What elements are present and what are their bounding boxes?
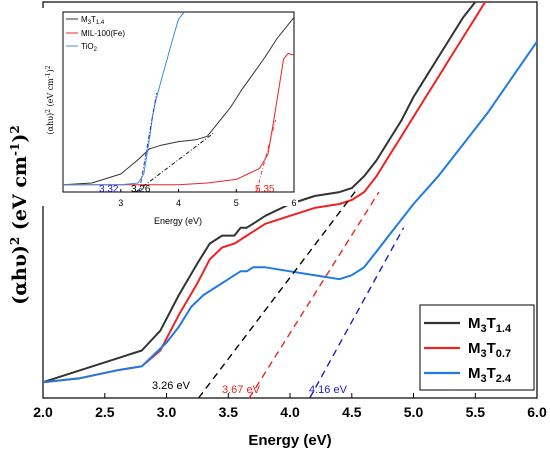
main-x-tick-label: 4.0: [280, 404, 300, 420]
inset-x-tick-label: 3: [118, 198, 123, 208]
main-series-line-m3t1.4: [42, 1, 477, 384]
inset-legend-label-m3t1.4: M3T1.4: [81, 15, 105, 26]
main-x-tick-label: 4.5: [342, 404, 362, 420]
main-x-ticks: 2.0 2.5 3.0 3.5 4.0 4.5 5.0 5.5 6.0: [33, 393, 547, 420]
inset-series-line-mil-100-fe-: [63, 52, 295, 186]
inset-intercept-mil100: 5.35: [255, 184, 275, 195]
main-x-tick-label: 6.0: [527, 404, 547, 420]
legend-label-m3t0.7: M3T0.7: [468, 340, 511, 360]
intercept-label-m3t1.4: 3.26 eV: [152, 380, 191, 392]
intercept-label-m3t2.4: 4.16 eV: [309, 384, 348, 396]
inset-x-axis-label: Energy (eV): [154, 216, 202, 226]
main-series-line-m3t2.4: [42, 41, 538, 384]
legend-label-m3t1.4: M3T1.4: [468, 315, 512, 335]
inset-intercept-m3t1.4: 3.26: [131, 184, 151, 195]
inset-tangent-group: [135, 92, 276, 193]
main-series-line-m3t0.7: [42, 1, 486, 384]
inset-tangent-line-3.32: [138, 92, 158, 193]
inset-legend: M3T1.4 MIL-100(Fe) TiO2: [66, 15, 125, 53]
inset-legend-label-mil100: MIL-100(Fe): [81, 29, 125, 38]
inset-series-line-m3t1.4: [62, 17, 295, 186]
main-tangent-line-4.16-ev: [309, 227, 405, 399]
main-tangent-line-3.26-ev: [198, 187, 359, 399]
inset-y-axis-label: (αhυ)2 (eV cm-1)2: [45, 65, 56, 134]
inset-series-line-tio2: [63, 11, 185, 186]
main-legend: M3T1.4 M3T0.7 M3T2.4: [419, 304, 535, 391]
inset-legend-label-tio2: TiO2: [81, 42, 98, 53]
inset-background: [40, 8, 298, 206]
main-y-axis-label: (αhυ)2 (eV cm-1)2: [8, 125, 31, 304]
main-x-tick-label: 2.5: [95, 404, 115, 420]
inset-tangent-line-3.26: [135, 132, 215, 193]
inset-intercept-tio2: 3.32: [99, 184, 119, 195]
inset-series-group: [62, 11, 295, 186]
intercept-label-m3t0.7: 3.67 eV: [222, 384, 261, 396]
main-x-axis-label: Energy (eV): [248, 432, 331, 449]
main-x-tick-label: 5.5: [466, 404, 486, 420]
inset-x-ticks: 3 4 5 6: [118, 189, 297, 208]
inset-tangent-line-5.35: [256, 119, 276, 193]
legend-label-m3t2.4: M3T2.4: [468, 365, 512, 385]
inset-x-tick-label: 6: [291, 198, 296, 208]
main-x-tick-label: 3.5: [219, 404, 239, 420]
main-series-group: [42, 1, 538, 384]
main-tangent-line-3.67-ev: [248, 191, 380, 399]
main-x-tick-label: 3.0: [157, 404, 177, 420]
inset-x-tick-label: 4: [176, 198, 181, 208]
inset-x-tick-label: 5: [234, 198, 239, 208]
main-x-tick-label: 2.0: [33, 404, 53, 420]
main-x-tick-label: 5.0: [404, 404, 424, 420]
main-tangent-group: [198, 187, 405, 399]
